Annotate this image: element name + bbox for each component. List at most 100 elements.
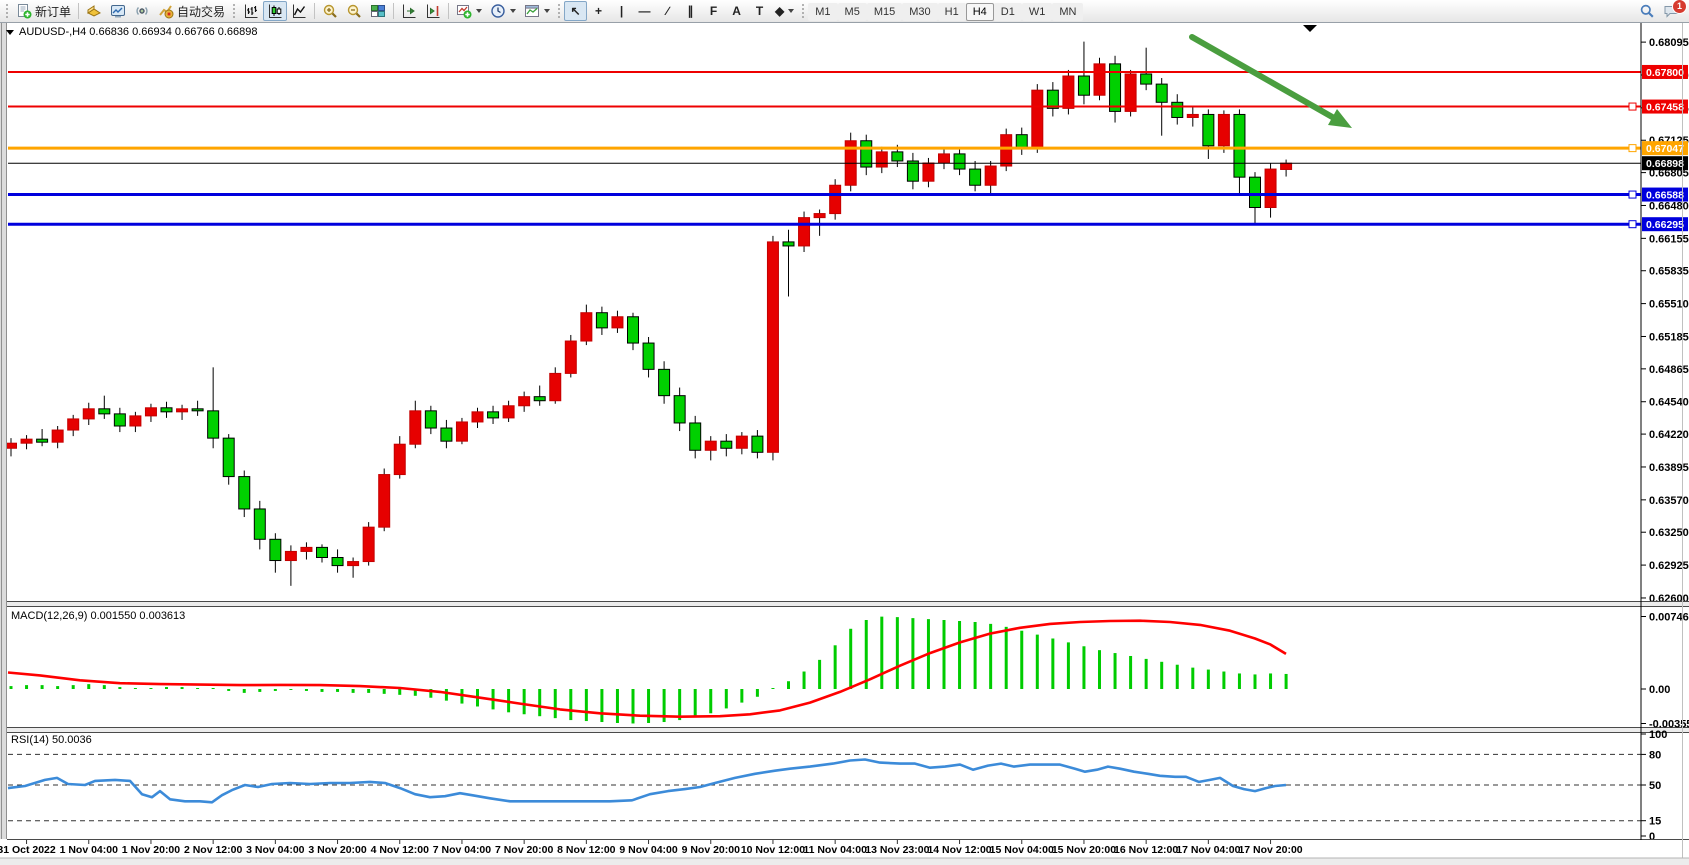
tool-text-button[interactable]: A — [725, 1, 748, 21]
chart-collapse-icon[interactable] — [6, 29, 14, 35]
line-anchor-marker[interactable] — [1628, 220, 1637, 229]
add-indicator-button[interactable] — [452, 1, 486, 21]
vertical-line-icon: | — [619, 4, 624, 18]
chart-window[interactable]: 0.680950.677700.674450.671250.668050.664… — [0, 22, 1689, 865]
toolbar-drag-handle[interactable] — [232, 3, 237, 19]
svg-text:1 Nov 04:00: 1 Nov 04:00 — [60, 844, 119, 856]
toolbar-drag-handle[interactable] — [5, 3, 9, 19]
candle — [36, 438, 49, 443]
tool-vertical-line-button[interactable]: | — [610, 1, 633, 21]
tool-horizontal-line-button[interactable]: — — [633, 1, 656, 21]
candlestick-chart-icon — [269, 4, 282, 18]
chart-shift-button[interactable] — [421, 1, 445, 21]
tile-windows-button[interactable] — [366, 1, 390, 21]
svg-text:14 Nov 12:00: 14 Nov 12:00 — [927, 844, 991, 856]
notifications-button[interactable]: 1 — [1659, 0, 1687, 21]
tool-trendline-button[interactable]: ∕ — [656, 1, 679, 21]
candle — [922, 162, 935, 182]
tool-equidistant-channel-button[interactable]: ∥ — [679, 1, 702, 21]
timeframe-h1-button[interactable]: H1 — [937, 2, 966, 21]
svg-text:13 Nov 23:00: 13 Nov 23:00 — [865, 844, 929, 856]
candle — [1031, 89, 1044, 149]
timeframe-w1-button[interactable]: W1 — [1021, 2, 1053, 21]
rsi-line — [7, 758, 1287, 804]
candles-layer[interactable] — [5, 41, 1293, 586]
tool-arrows-button[interactable]: ◆ — [771, 1, 798, 21]
svg-text:0.62925: 0.62925 — [1649, 560, 1689, 572]
svg-text:15: 15 — [1649, 816, 1661, 828]
line-chart-button[interactable] — [287, 1, 311, 21]
auto-scroll-button[interactable] — [397, 1, 421, 21]
timeframe-m15-button[interactable]: M15 — [866, 2, 903, 21]
tool-crosshair-button[interactable]: + — [587, 1, 610, 21]
toolbar-drag-handle[interactable] — [557, 3, 562, 19]
templates-button[interactable] — [520, 1, 554, 21]
market-watch-button[interactable] — [82, 1, 106, 21]
toolbar: 新订单 自动交易 — [0, 0, 1689, 23]
new-order-button[interactable]: 新订单 — [12, 1, 75, 21]
candle — [766, 241, 779, 453]
separator — [314, 3, 316, 19]
line-anchor-marker[interactable] — [1628, 144, 1637, 153]
tool-fibonacci-retracement-button[interactable]: F — [702, 1, 725, 21]
price-axis[interactable]: 0.680950.677700.674450.671250.668050.664… — [1641, 37, 1689, 605]
timeframe-h4-button[interactable]: H4 — [965, 2, 994, 21]
timeframe-d1-button[interactable]: D1 — [993, 2, 1022, 21]
search-button[interactable] — [1635, 1, 1659, 21]
timeframe-m30-button[interactable]: M30 — [902, 2, 938, 21]
zoom-out-button[interactable] — [342, 1, 366, 21]
candle — [424, 410, 437, 429]
new-order-label: 新订单 — [35, 4, 72, 19]
candle — [502, 405, 515, 419]
svg-text:0: 0 — [1649, 831, 1655, 843]
zoom-in-button[interactable] — [318, 1, 342, 21]
arrows-icon: ◆ — [775, 4, 785, 18]
candlestick-chart-button[interactable] — [263, 1, 288, 21]
macd-panel[interactable]: 0.007465 0.00 -0.003551 — [7, 611, 1689, 730]
line-anchor-marker[interactable] — [1628, 102, 1637, 111]
svg-text:17 Nov 04:00: 17 Nov 04:00 — [1176, 844, 1240, 856]
periods-button[interactable] — [486, 1, 520, 21]
rsi-indicator-label: RSI(14) 50.0036 — [11, 734, 92, 746]
horizontal-lines-layer[interactable] — [8, 70, 1641, 229]
bar-chart-button[interactable] — [239, 1, 263, 21]
candle — [860, 140, 873, 168]
candle — [1186, 113, 1199, 118]
candle — [191, 408, 204, 412]
data-window-button[interactable] — [106, 1, 130, 21]
chart-shift-marker[interactable] — [1303, 25, 1317, 32]
dropdown-caret[interactable] — [788, 9, 795, 13]
candle — [611, 316, 624, 329]
signals-broadcast-icon — [136, 7, 148, 15]
svg-text:0.66295: 0.66295 — [1646, 219, 1684, 231]
candle — [1000, 134, 1013, 167]
candle — [735, 435, 748, 449]
toolbar-drag-handle[interactable] — [801, 3, 806, 19]
toolbar-right-group: 1 — [1635, 0, 1687, 21]
svg-text:31 Oct 2022: 31 Oct 2022 — [0, 844, 56, 856]
tool-text-label-button[interactable]: T — [748, 1, 771, 21]
cursor-icon: ↖ — [570, 4, 581, 18]
rsi-panel[interactable]: 100 80 50 15 0 — [7, 729, 1667, 843]
chart-canvas[interactable]: 0.680950.677700.674450.671250.668050.664… — [0, 22, 1689, 865]
dropdown-caret[interactable] — [476, 9, 483, 13]
auto-scroll-icon — [403, 4, 416, 18]
timeframe-m5-button[interactable]: M5 — [837, 2, 867, 21]
auto-trading-button[interactable]: 自动交易 — [154, 1, 229, 21]
text-label-icon: T — [755, 4, 764, 18]
tool-cursor-button[interactable]: ↖ — [564, 1, 588, 21]
line-anchor-marker[interactable] — [1628, 190, 1637, 199]
signals-button[interactable] — [130, 1, 154, 21]
svg-text:7 Nov 04:00: 7 Nov 04:00 — [433, 844, 492, 856]
svg-text:11 Nov 04:00: 11 Nov 04:00 — [803, 844, 867, 856]
dropdown-caret[interactable] — [510, 9, 517, 13]
timeframe-m1-button[interactable]: M1 — [808, 2, 838, 21]
candle — [238, 476, 251, 510]
price-badge-0.66295: 0.66295 — [1642, 217, 1688, 232]
candle — [1140, 73, 1153, 85]
dropdown-caret[interactable] — [544, 9, 551, 13]
timeframe-mn-button[interactable]: MN — [1052, 2, 1084, 21]
new-order-icon — [18, 4, 32, 19]
trend-arrow-annotation[interactable] — [1189, 34, 1352, 128]
time-axis[interactable]: 31 Oct 2022 1 Nov 04:00 1 Nov 20:00 2 Nov 1… — [0, 840, 1303, 856]
